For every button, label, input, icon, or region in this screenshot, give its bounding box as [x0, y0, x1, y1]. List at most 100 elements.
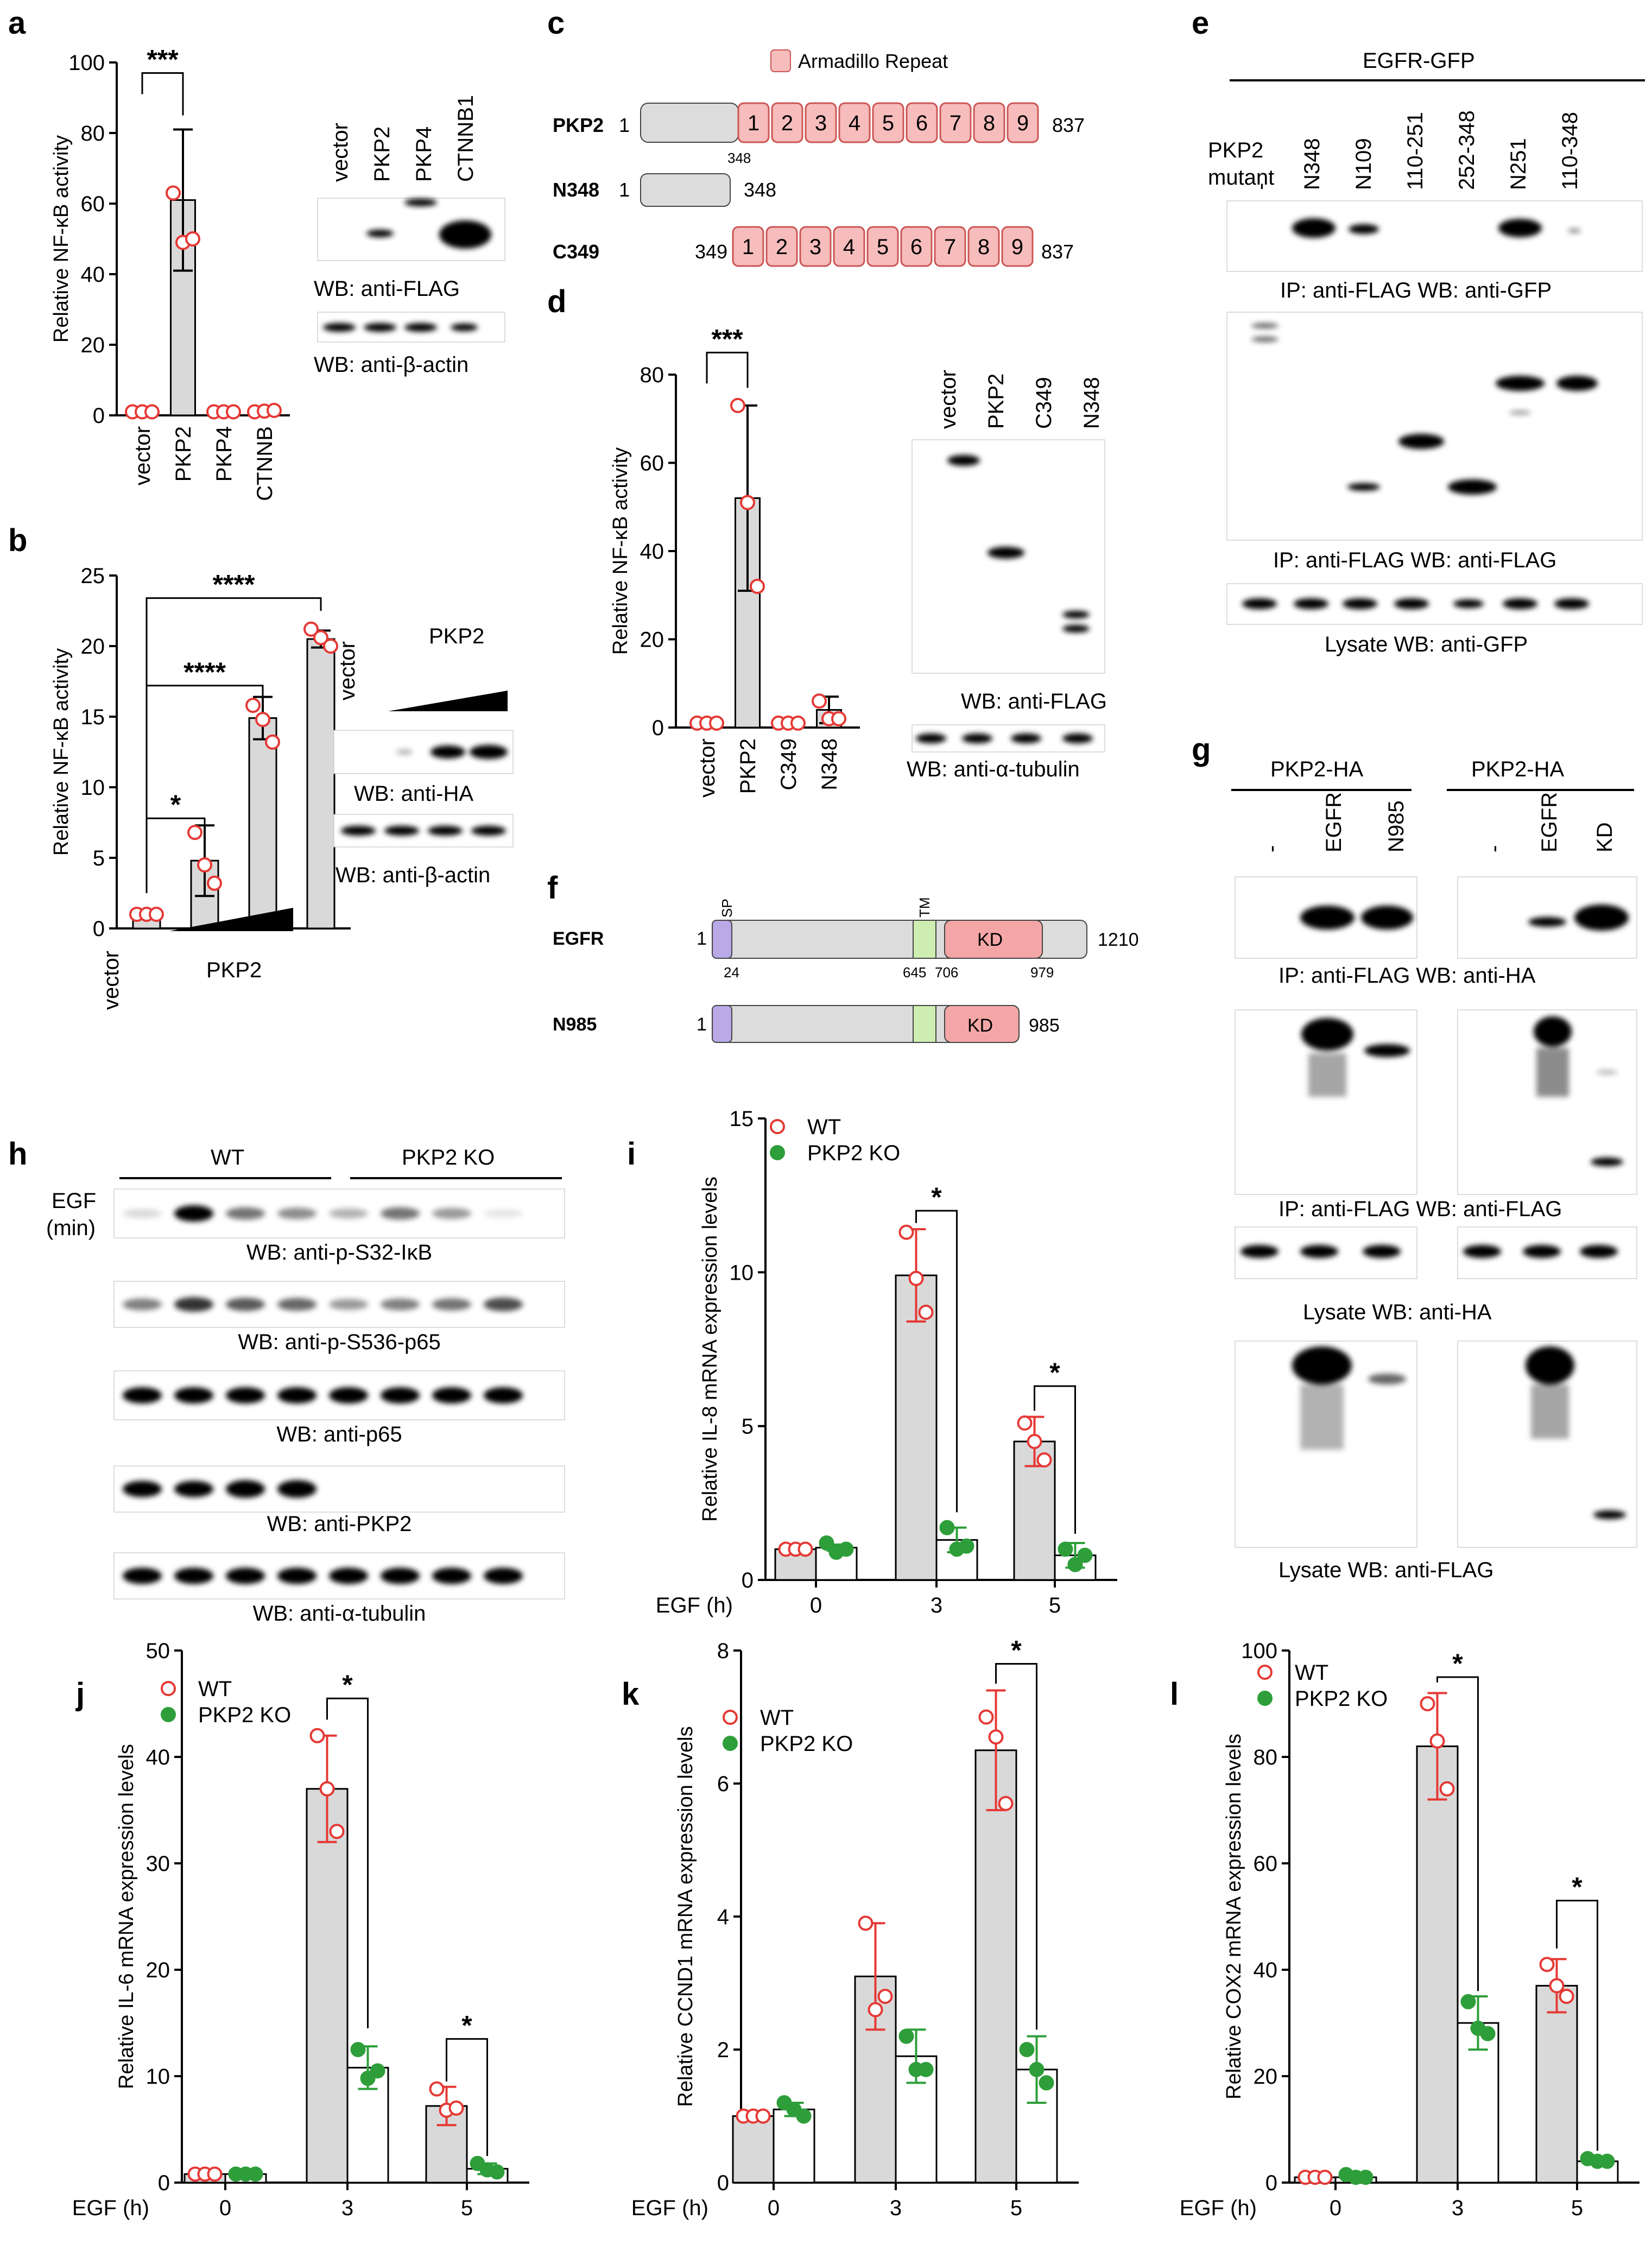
chart-d-point	[831, 711, 846, 726]
chart-i-point	[1067, 1557, 1083, 1572]
blot-a-lane-label: vector	[328, 123, 352, 182]
pkp2-row-mid: 348	[727, 150, 751, 166]
armadillo-repeat-number: 2	[776, 235, 788, 259]
chart-b-point	[303, 621, 319, 637]
n348-row-name: N348	[553, 179, 599, 201]
panel-i-letter: i	[627, 1136, 636, 1172]
armadillo-repeat	[805, 102, 837, 143]
armadillo-repeat-number: 9	[1011, 235, 1023, 259]
chart-i-point	[819, 1535, 834, 1551]
chart-b-point	[197, 857, 212, 872]
chart-j-xlabel: 5	[461, 2196, 473, 2220]
chart-i: 0 5 10 15 Relative IL-8 mRNA expression leve…	[656, 1107, 1117, 1617]
chart-b-sig-label: ****	[213, 570, 255, 600]
chart-j-xlabel: 0	[219, 2196, 231, 2220]
chart-i-point	[1017, 1415, 1033, 1431]
c349-row-end: 837	[1041, 241, 1074, 263]
blot-d-lane-label: PKP2	[984, 374, 1008, 429]
chart-a-sig-bracket	[141, 72, 184, 116]
chart-a: 0 20 40 60 80 100 Relative NF-κB activity vecto…	[50, 45, 290, 501]
panel-c-letter: c	[547, 5, 565, 41]
blot-e: EGFR-GFP PKP2 mutant - N348 N109 110-251 252…	[1208, 49, 1645, 656]
armadillo-repeat-number: 3	[815, 111, 827, 135]
n985-row-end: 985	[1029, 1015, 1060, 1036]
armadillo-repeat	[939, 102, 972, 143]
blot-h-row-label: WB: anti-PKP2	[267, 1512, 412, 1536]
pkp2-row-start: 1	[619, 114, 630, 136]
blot-h-band	[381, 1567, 420, 1584]
chart-k-ytick-label: 6	[717, 1772, 729, 1796]
chart-k-point	[1029, 2062, 1045, 2077]
chart-i-bar	[895, 1274, 938, 1581]
chart-l-xlabel: 5	[1571, 2196, 1583, 2220]
chart-b-point	[255, 712, 270, 728]
armadillo-repeat	[973, 102, 1005, 143]
blot-h-band	[277, 1387, 317, 1403]
blot-e-gfp-label: IP: anti-FLAG WB: anti-GFP	[1280, 279, 1552, 302]
blot-h-band	[484, 1387, 523, 1403]
chart-d-point	[709, 715, 724, 731]
blot-d: vector PKP2 C349 N348 WB: anti-FLAG WB: ant…	[907, 370, 1107, 781]
blot-h-band	[329, 1387, 368, 1403]
chart-l-point	[1559, 1989, 1574, 2004]
armadillo-repeat-number: 7	[950, 111, 961, 135]
chart-i-point	[838, 1541, 854, 1557]
chart-b-point	[149, 907, 164, 922]
blot-g-group2: PKP2-HA	[1471, 757, 1564, 781]
chart-i-sig-label: *	[931, 1182, 942, 1212]
chart-d-xlabel: N348	[818, 738, 841, 791]
blot-h-band	[226, 1567, 265, 1584]
chart-d-xlabel: C349	[777, 738, 801, 791]
chart-j-point	[370, 2063, 385, 2079]
chart-l-point	[1420, 1696, 1435, 1711]
chart-k-legend-ko: PKP2 KO	[760, 1732, 853, 1756]
blot-h-band	[432, 1207, 471, 1219]
chart-b-x-vector: vector	[99, 951, 123, 1010]
chart-i-ytick-label: 15	[730, 1107, 754, 1131]
chart-k-ylabel: Relative CCND1 mRNA expression levels	[674, 1726, 697, 2107]
blot-h-band	[123, 1481, 162, 1497]
panel-j-letter: j	[75, 1677, 85, 1712]
chart-d-ytick-label: 0	[652, 716, 664, 740]
blot-e-lane-label: N109	[1352, 138, 1376, 190]
blot-h-band	[174, 1297, 213, 1312]
chart-b-ytick-label: 5	[93, 846, 105, 870]
chart-k-point	[918, 2062, 934, 2077]
blot-h-band	[277, 1207, 317, 1219]
chart-i-egf-label: EGF (h)	[656, 1594, 733, 1617]
blot-h-group2: PKP2 KO	[402, 1146, 495, 1169]
chart-a-ytick-label: 100	[68, 51, 105, 75]
chart-k-ytick-label: 4	[717, 1905, 729, 1929]
chart-j-legend-ko-marker	[161, 1707, 176, 1722]
chart-j-ytick-label: 50	[146, 1639, 170, 1663]
chart-i-point	[1027, 1434, 1042, 1449]
chart-b-point	[265, 734, 280, 750]
armadillo-repeat	[900, 226, 933, 267]
egfr-row-name: EGFR	[553, 928, 604, 949]
chart-k-xlabel: 0	[768, 2196, 780, 2220]
chart-j-legend-wt: WT	[198, 1677, 232, 1701]
chart-j-ytick-label: 30	[146, 1852, 170, 1876]
chart-k-sig-label: *	[1011, 1635, 1022, 1666]
chart-j-bar	[346, 2066, 389, 2184]
chart-a-ytick-label: 60	[81, 192, 105, 216]
chart-k-ytick-label: 0	[717, 2171, 729, 2195]
chart-a-point	[267, 402, 282, 418]
blot-e-lane-label: N348	[1300, 138, 1324, 190]
chart-d-bar	[735, 497, 761, 729]
chart-b-ytick-label: 15	[81, 705, 105, 729]
chart-d-ytick-label: 40	[640, 540, 664, 564]
chart-i-point	[918, 1305, 934, 1320]
armadillo-repeat	[934, 226, 966, 267]
armadillo-repeat-number: 3	[809, 235, 821, 259]
blot-h-row-label: WB: anti-p65	[276, 1422, 402, 1446]
blot-h-band	[174, 1481, 213, 1497]
blot-g-lane-label: KD	[1593, 822, 1617, 852]
chart-l-bar	[1416, 1745, 1459, 2184]
armadillo-repeat	[967, 226, 1000, 267]
armadillo-repeat-number: 1	[748, 111, 759, 135]
chart-d-ytick-label: 60	[640, 452, 664, 476]
n985-kd: KD	[967, 1015, 993, 1036]
armadillo-repeat-number: 2	[781, 111, 793, 135]
